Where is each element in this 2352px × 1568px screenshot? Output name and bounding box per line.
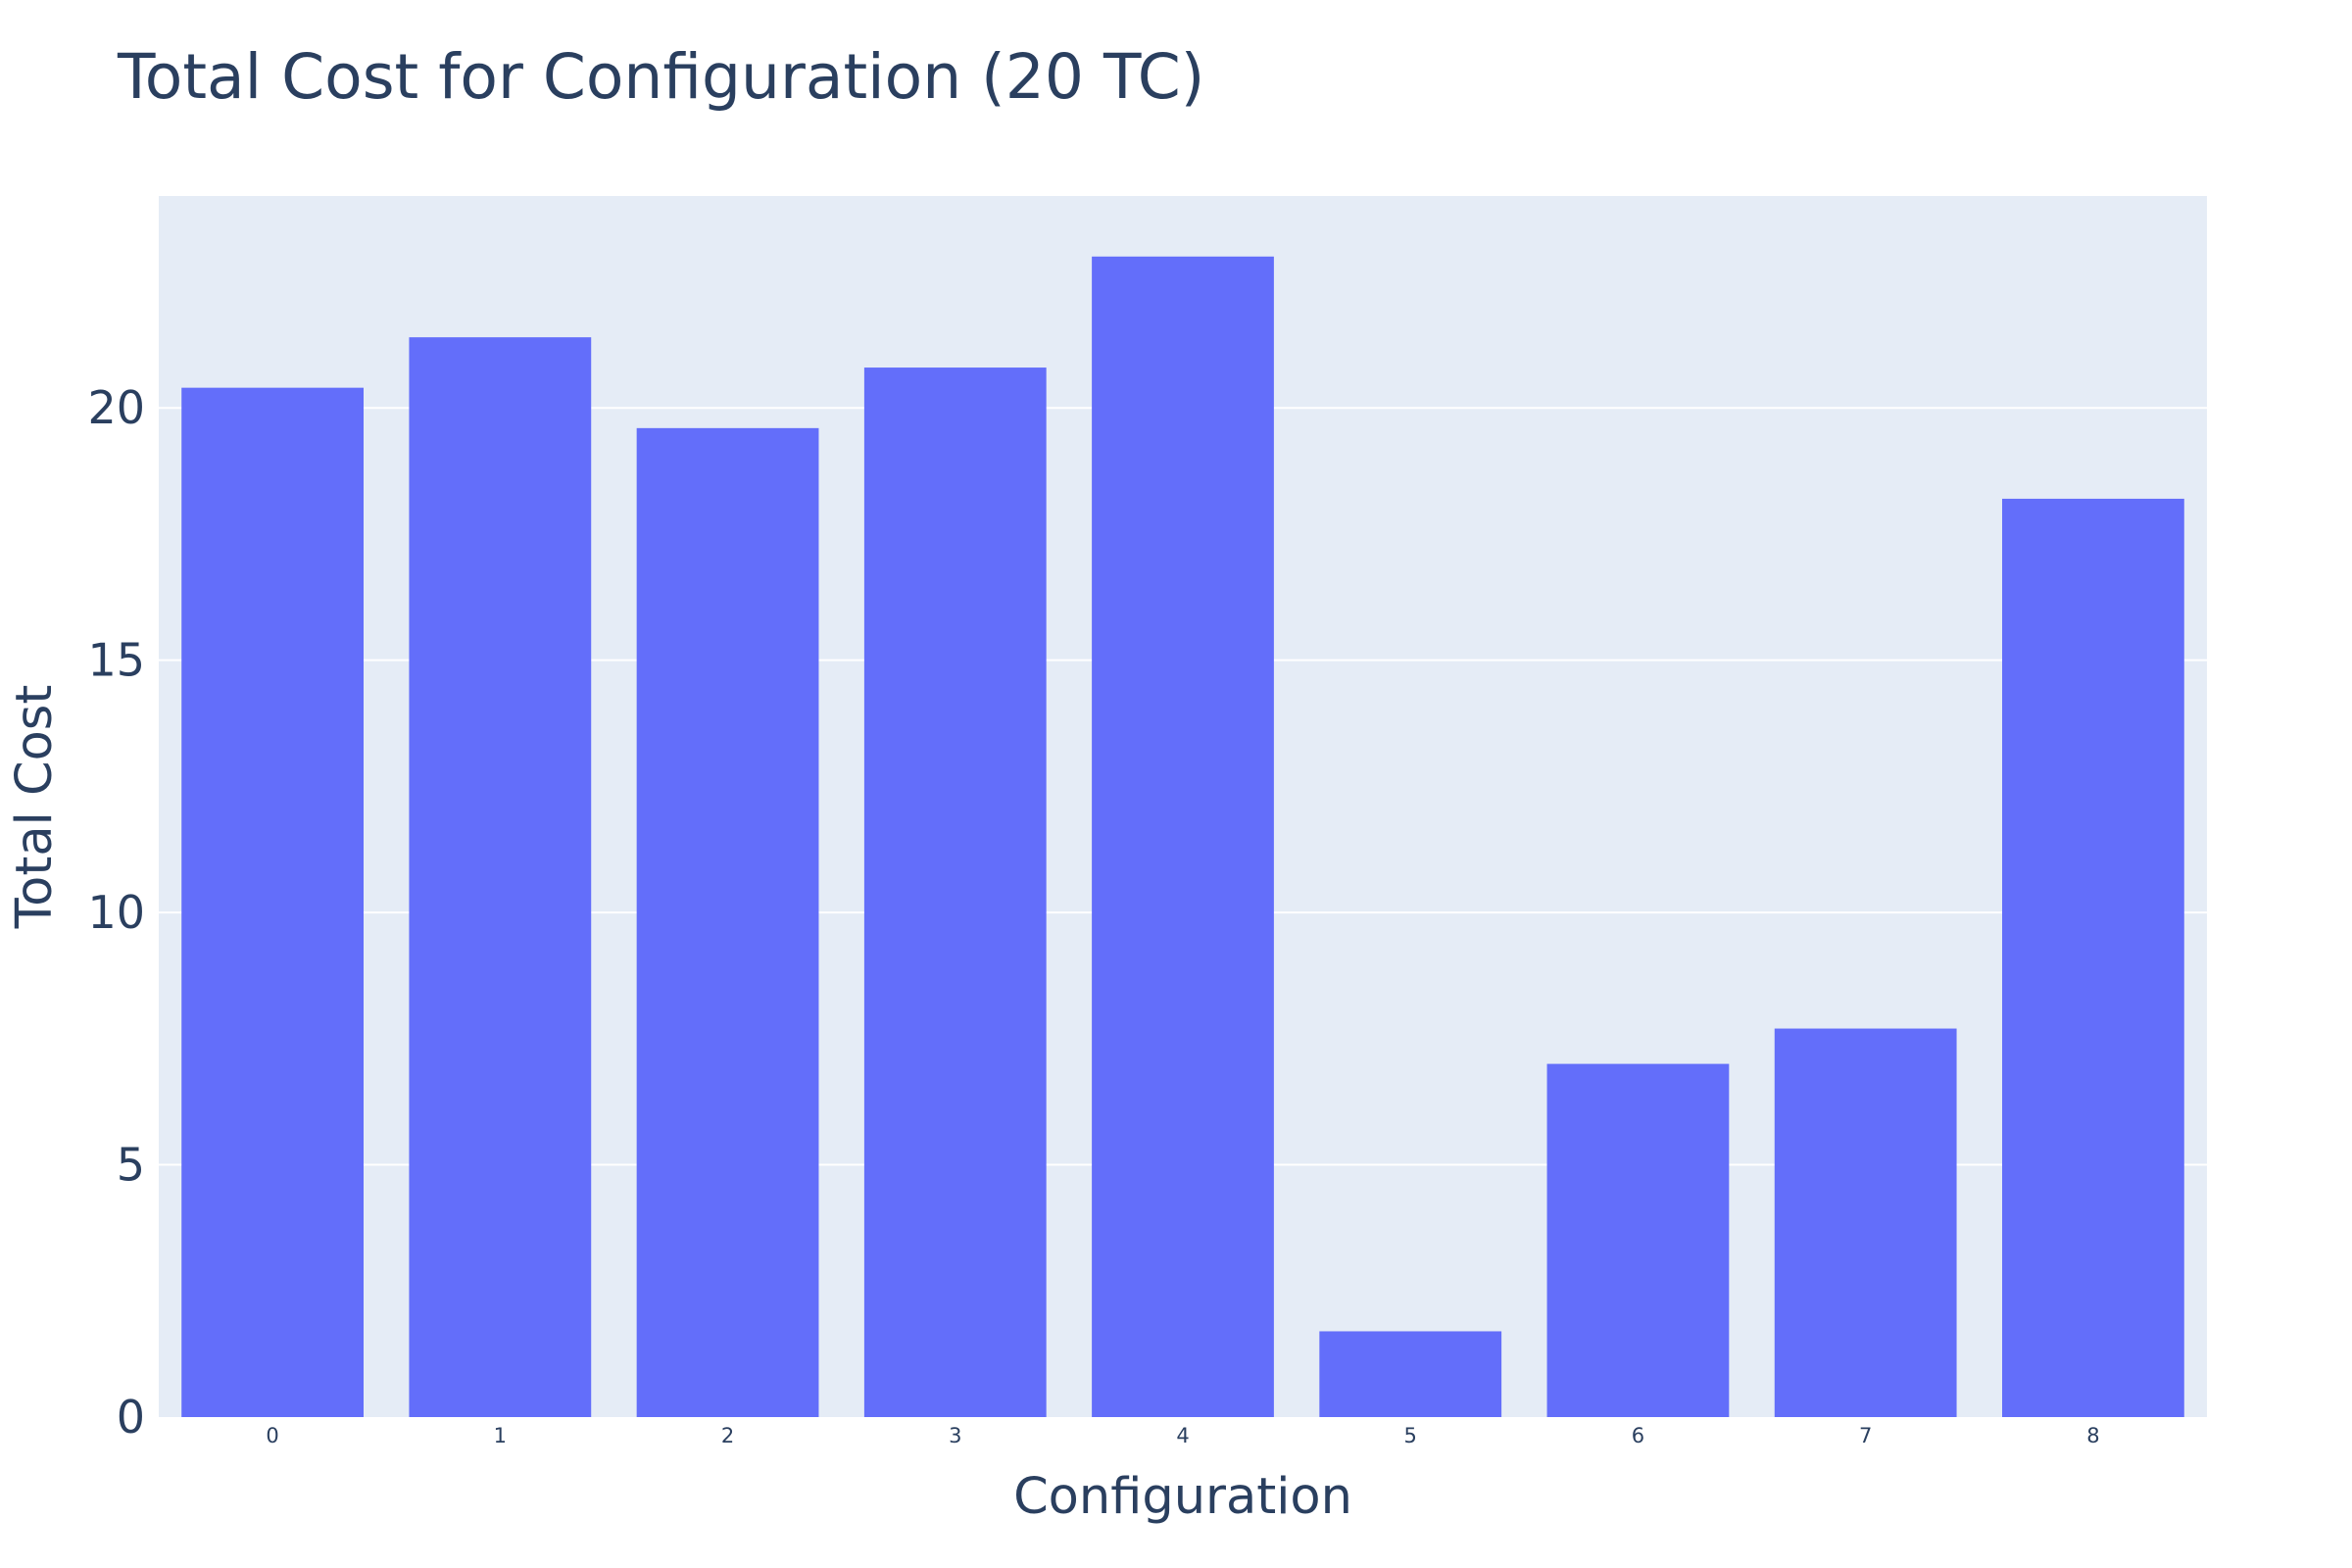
bar-0[interactable]	[181, 387, 364, 1418]
bars	[181, 256, 2184, 1418]
chart-title: Total Cost for Configuration (20 TC)	[117, 41, 1204, 113]
x-tick-label: 3	[949, 1424, 961, 1447]
x-tick-label: 5	[1404, 1424, 1417, 1447]
x-axis-ticks: 0 1 2 3 4 5 6 7 8	[266, 1424, 2099, 1447]
x-tick-label: 4	[1176, 1424, 1189, 1447]
bar-1[interactable]	[409, 337, 592, 1417]
y-tick-label: 10	[87, 886, 145, 939]
x-tick-label: 6	[1632, 1424, 1644, 1447]
x-axis-title: Configuration	[1013, 1468, 1352, 1526]
y-tick-label: 20	[87, 381, 145, 434]
y-axis-ticks: 0 5 10 15 20	[87, 381, 145, 1444]
bar-6[interactable]	[1546, 1063, 1730, 1417]
y-axis-title: Total Cost	[6, 685, 64, 930]
bar-4[interactable]	[1092, 256, 1274, 1417]
x-tick-label: 8	[2086, 1424, 2099, 1447]
bar-2[interactable]	[636, 427, 819, 1417]
bar-8[interactable]	[2002, 498, 2184, 1417]
y-tick-label: 0	[117, 1391, 145, 1444]
x-tick-label: 0	[266, 1424, 278, 1447]
y-tick-label: 15	[87, 634, 145, 687]
x-tick-label: 1	[494, 1424, 507, 1447]
x-tick-label: 2	[721, 1424, 734, 1447]
y-tick-label: 5	[117, 1139, 145, 1192]
bar-7[interactable]	[1774, 1028, 1957, 1417]
x-tick-label: 7	[1859, 1424, 1872, 1447]
bar-5[interactable]	[1319, 1331, 1502, 1417]
bar-3[interactable]	[863, 368, 1047, 1417]
